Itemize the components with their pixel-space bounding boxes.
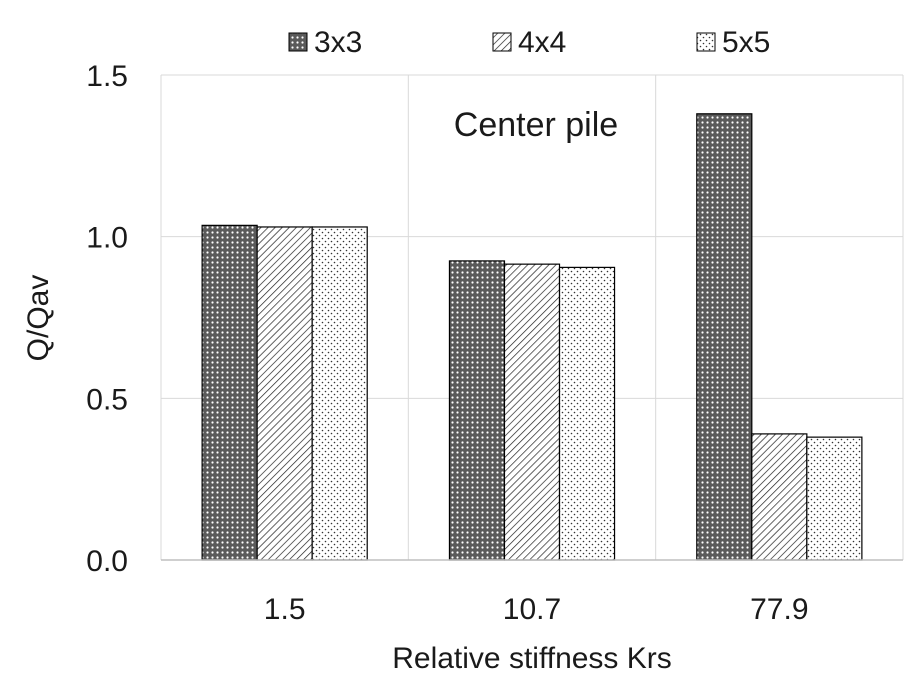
bar-5x5-10.7	[558, 266, 616, 561]
bar-4x4-1.5	[256, 226, 313, 561]
legend-label-5x5: 5x5	[722, 26, 770, 59]
y-tick-label: 1.5	[86, 60, 128, 93]
legend-label-4x4: 4x4	[518, 26, 566, 59]
x-axis-label: Relative stiffness Krs	[392, 642, 672, 675]
bar-3x3-1.5	[201, 224, 258, 561]
bar-3x3-10.7	[448, 260, 506, 561]
y-tick-label: 1.0	[86, 222, 128, 255]
bars	[201, 113, 863, 561]
x-tick-label: 1.5	[264, 593, 306, 626]
legend-label-3x3: 3x3	[314, 26, 362, 59]
y-tick-label: 0.5	[86, 383, 128, 416]
chart-annotation: Center pile	[454, 106, 618, 144]
bar-5x5-1.5	[311, 226, 368, 561]
bar-3x3-77.9	[696, 113, 753, 561]
legend: 3x3 4x4 5x5	[288, 26, 770, 59]
legend-swatch-3x3	[288, 32, 308, 52]
bar-5x5-77.9	[806, 436, 863, 561]
legend-swatch-5x5	[696, 32, 716, 52]
y-tick-label: 0.0	[86, 545, 128, 578]
x-tick-label: 77.9	[750, 593, 808, 626]
bar-4x4-10.7	[503, 263, 561, 561]
legend-swatch-4x4	[492, 32, 512, 52]
bar-4x4-77.9	[751, 433, 808, 561]
y-axis-label: Q/Qav	[22, 275, 55, 362]
axes: 0.0 0.5 1.0 1.5 1.5 10.7 77.9	[86, 60, 903, 626]
x-tick-label: 10.7	[503, 593, 561, 626]
